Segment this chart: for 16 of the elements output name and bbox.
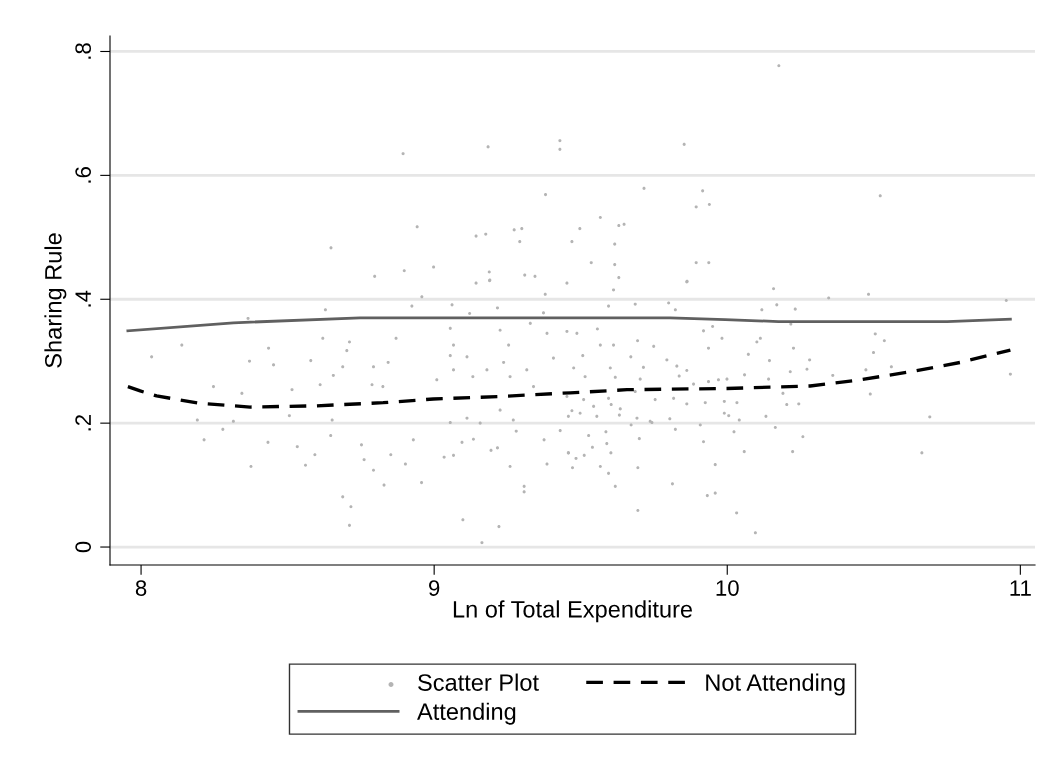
legend-label: Scatter Plot xyxy=(418,673,539,691)
y-axis-title: Sharing Rule xyxy=(44,233,67,368)
x-tick-label: 11 xyxy=(1010,580,1031,596)
x-tick-label: 10 xyxy=(716,580,739,596)
line-series xyxy=(126,316,1012,333)
y-tick-label: .4 xyxy=(75,290,91,307)
y-tick-label: 0 xyxy=(75,541,92,553)
x-axis-title: Ln of Total Expenditure xyxy=(453,600,693,623)
y-tick-label: .6 xyxy=(75,167,92,183)
x-tick-label: 9 xyxy=(429,580,440,596)
legend-label: Not Attending xyxy=(706,673,845,696)
y-tick-label: .8 xyxy=(75,43,92,59)
x-tick-label: 8 xyxy=(135,580,147,596)
legend-label: Attending xyxy=(417,702,516,725)
y-tick-label: .2 xyxy=(75,415,91,431)
line-series xyxy=(126,348,1013,409)
